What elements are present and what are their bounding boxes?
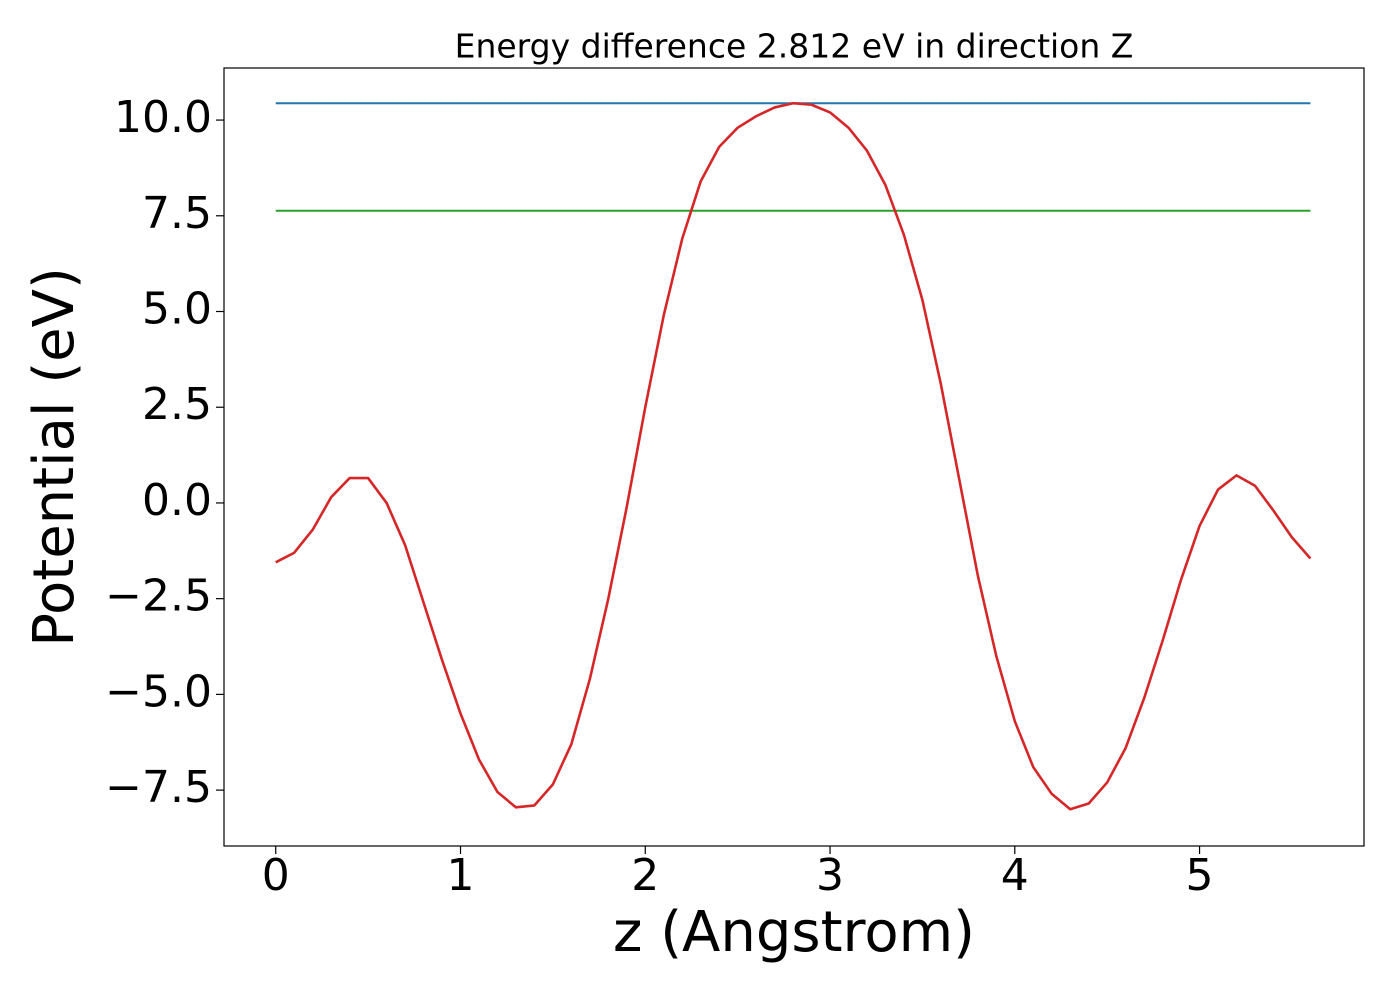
x-tick-label: 4	[1001, 850, 1029, 901]
y-tick-label: 0.0	[142, 475, 212, 526]
x-tick-label: 5	[1186, 850, 1214, 901]
x-tick-label: 0	[262, 850, 290, 901]
chart-title: Energy difference 2.812 eV in direction …	[455, 27, 1134, 66]
x-tick-label: 2	[631, 850, 659, 901]
plot-frame	[223, 67, 1365, 847]
y-tick-label: 7.5	[142, 188, 212, 239]
y-tick-label: −7.5	[105, 762, 212, 813]
y-axis-label: Potential (eV)	[22, 267, 87, 647]
data-line	[275, 101, 1312, 811]
y-tick-label: 5.0	[142, 284, 212, 335]
y-tick-label: −2.5	[105, 571, 212, 622]
y-tick-label: −5.0	[105, 666, 212, 717]
x-tick-label: 3	[816, 850, 844, 901]
y-tick-label: 2.5	[142, 379, 212, 430]
y-tick-label: 10.0	[114, 92, 212, 143]
x-tick-label: 1	[446, 850, 474, 901]
x-axis-label: z (Angstrom)	[613, 900, 975, 965]
